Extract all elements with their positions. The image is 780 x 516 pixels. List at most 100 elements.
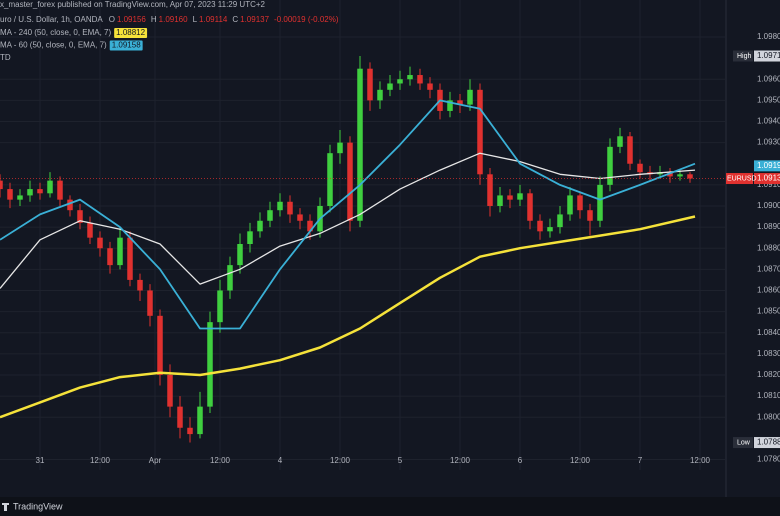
candle-body <box>617 136 623 147</box>
candle-body <box>637 163 643 173</box>
ema-line <box>0 99 696 330</box>
y-tick-label: 1.0800 <box>757 412 780 421</box>
candle-body <box>297 214 303 221</box>
brand: TradingView <box>13 501 63 511</box>
candle-body <box>277 201 283 211</box>
candle-body <box>397 79 403 84</box>
price-label-box <box>754 50 780 62</box>
candle-body <box>187 427 193 435</box>
y-tick-label: 1.0980 <box>757 32 780 41</box>
price-label-value: 1.0913 <box>757 174 780 183</box>
candle-body <box>77 210 83 223</box>
price-label-tag <box>733 50 753 62</box>
y-tick-label: 1.0950 <box>757 95 780 104</box>
price-label-tag <box>733 437 753 449</box>
x-tick-label: Apr <box>149 456 162 465</box>
x-tick-label: 4 <box>278 456 283 465</box>
indicator-label: MA - 240 (50, close, 0, EMA, 7) <box>0 28 111 37</box>
price-label-name: EURUSD <box>727 175 757 182</box>
price-label-tag <box>726 173 753 185</box>
ohlc-key: O <box>109 15 115 24</box>
x-tick-label: 12:00 <box>90 456 111 465</box>
candle-body <box>47 180 53 194</box>
candle-body <box>447 100 453 111</box>
candle-body <box>37 189 43 194</box>
brand-logo <box>2 503 9 511</box>
x-tick-label: 31 <box>36 456 45 465</box>
indicator-value: 1.09158 <box>112 41 141 50</box>
change: -0.00019 (-0.02%) <box>274 15 339 24</box>
ohlc-value: 1.09114 <box>199 15 228 24</box>
candle-body <box>457 100 463 105</box>
candle-body <box>247 231 253 244</box>
y-tick-label: 1.0840 <box>757 328 780 337</box>
ohlc-value: 1.09156 <box>117 15 146 24</box>
price-label-value: 1.0919 <box>757 161 780 170</box>
x-tick-label: 6 <box>518 456 523 465</box>
candle-body <box>627 136 633 164</box>
candle-body <box>567 195 573 215</box>
candle-body <box>27 189 33 196</box>
y-tick-label: 1.0820 <box>757 370 780 379</box>
plot <box>0 56 725 443</box>
candle-body <box>537 220 543 232</box>
candle-body <box>257 220 263 232</box>
candle-body <box>0 180 3 190</box>
footer-bar <box>0 497 780 516</box>
ohlc-key: C <box>232 15 238 24</box>
candle-body <box>487 174 493 206</box>
price-label-box <box>754 173 780 185</box>
candle-body <box>507 195 513 200</box>
y-tick-label: 1.0960 <box>757 74 780 83</box>
candle-body <box>237 244 243 266</box>
candle-body <box>557 214 563 228</box>
ohlc-value: 1.09160 <box>159 15 188 24</box>
candle-body <box>497 195 503 206</box>
ema-line <box>0 152 696 289</box>
y-tick-label: 1.0810 <box>757 391 780 400</box>
ohlc-key: H <box>151 15 157 24</box>
y-tick-label: 1.0930 <box>757 138 780 147</box>
y-tick-label: 1.0890 <box>757 222 780 231</box>
x-tick-label: 5 <box>398 456 403 465</box>
candle-body <box>517 193 523 200</box>
candle-body <box>377 89 383 101</box>
candle-body <box>167 374 173 407</box>
indicator-label: TD <box>0 53 11 62</box>
candle-body <box>687 174 693 179</box>
candle-body <box>577 195 583 211</box>
price-label-box <box>754 160 780 172</box>
candle-body <box>17 195 23 200</box>
candle-body <box>677 174 683 177</box>
y-tick-label: 1.0830 <box>757 349 780 358</box>
price-label-box <box>754 437 780 449</box>
candle-body <box>217 290 223 323</box>
candle-body <box>137 279 143 291</box>
y-tick-label: 1.0870 <box>757 264 780 273</box>
ohlc-key: L <box>193 15 198 24</box>
candle-body <box>287 201 293 215</box>
candle-body <box>67 199 73 211</box>
candle-body <box>97 237 103 249</box>
candle-body <box>527 193 533 221</box>
x-tick-label: 12:00 <box>570 456 591 465</box>
x-tick-label: 12:00 <box>330 456 351 465</box>
candle-body <box>597 184 603 221</box>
indicator-label: MA - 60 (50, close, 0, EMA, 7) <box>0 41 107 50</box>
candle-body <box>227 265 233 291</box>
ema-line <box>0 215 696 419</box>
publisher: x_master_forex published on TradingView.… <box>0 0 266 9</box>
indicator-value-box <box>109 40 143 51</box>
candle-body <box>57 180 63 200</box>
candle-body <box>337 142 343 154</box>
candle-body <box>307 220 313 232</box>
candle-body <box>347 142 353 221</box>
candle-body <box>107 248 113 266</box>
price-label-name: High <box>737 53 752 60</box>
candle-body <box>407 75 413 80</box>
candle-body <box>387 83 393 90</box>
candle-body <box>117 237 123 266</box>
candle-body <box>417 75 423 84</box>
